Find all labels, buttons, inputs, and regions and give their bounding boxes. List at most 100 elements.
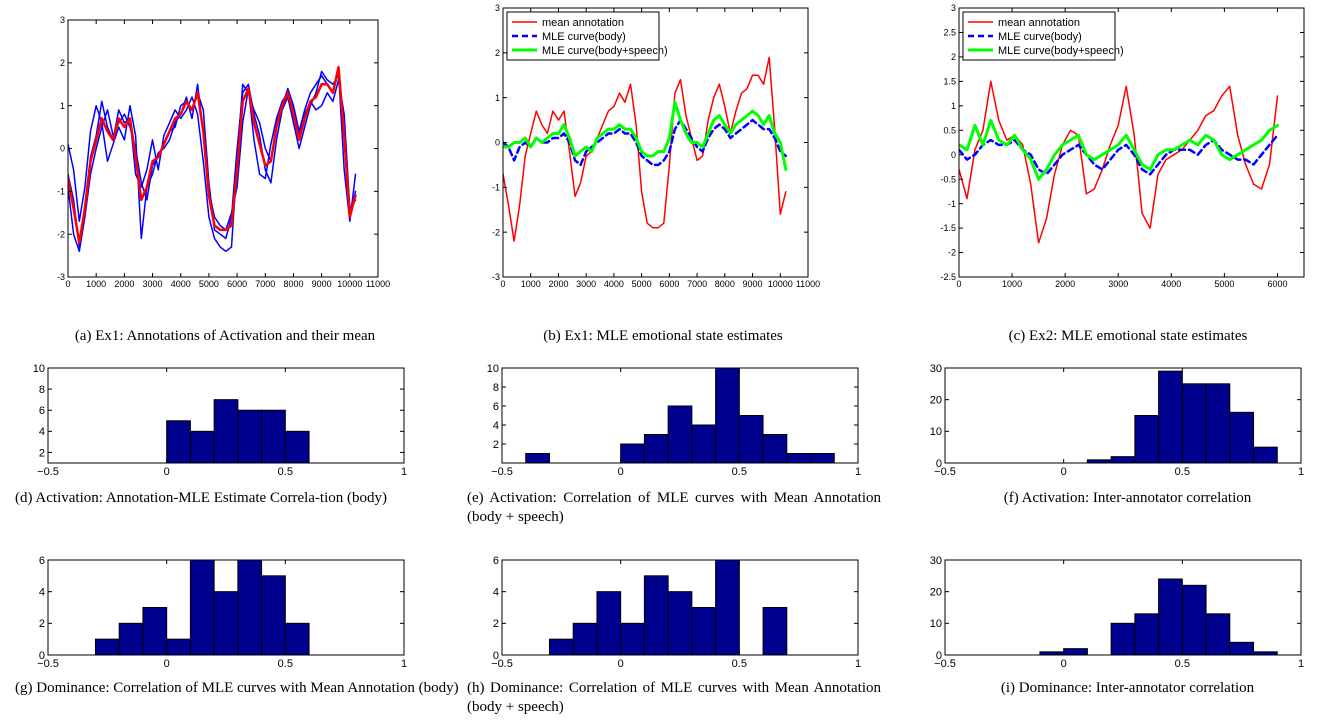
x-tick-label: 3000 (1108, 279, 1128, 289)
x-tick-label: 8000 (715, 279, 735, 289)
bar-5 (1181, 584, 1207, 655)
x-tick-label: 0 (618, 466, 624, 478)
bar-1 (1063, 648, 1088, 655)
bar-4 (261, 409, 286, 463)
y-tick-label: 1 (951, 101, 956, 111)
bar-9 (810, 453, 835, 463)
series-line-2 (503, 100, 788, 171)
x-tick-label: 1000 (1002, 279, 1022, 289)
data-layer (959, 80, 1279, 244)
x-tick-label: 2000 (1055, 279, 1075, 289)
y-tick-label: 2 (951, 52, 956, 62)
y-tick-label: 8 (493, 382, 499, 394)
x-tick-label: 5000 (632, 279, 652, 289)
y-tick-label: -3 (492, 272, 500, 282)
bar-0 (1039, 651, 1065, 655)
y-tick-label: -2 (57, 229, 65, 239)
plot-area (502, 560, 858, 655)
x-tick-label: 0.5 (732, 466, 747, 478)
legend-label: mean annotation (542, 17, 624, 29)
y-tick-label: 2 (493, 439, 499, 451)
y-tick-label: 4 (39, 426, 45, 438)
y-tick-label: 2.5 (943, 28, 956, 38)
x-tick-label: 1 (401, 658, 407, 670)
y-tick-label: 6 (39, 405, 45, 417)
x-tick-label: 1 (1298, 466, 1304, 478)
bar-4 (1181, 383, 1207, 463)
series-line-1 (959, 133, 1279, 176)
plot-area (945, 368, 1301, 463)
bar-6 (1229, 411, 1255, 463)
y-tick-label: 6 (493, 555, 499, 567)
bar-1 (118, 622, 144, 655)
bar-7 (1229, 641, 1255, 655)
bar-3 (237, 409, 263, 463)
x-tick-label: 4000 (1161, 279, 1181, 289)
y-tick-label: 0.5 (943, 125, 956, 135)
data-layer (525, 368, 835, 463)
series-line-0 (68, 70, 357, 253)
bar-6 (738, 415, 764, 463)
series-line-2 (68, 70, 357, 253)
bar-3 (1134, 613, 1160, 655)
axes-frame (502, 7, 809, 278)
x-tick-label: 3000 (143, 279, 163, 289)
series-line-0 (959, 80, 1279, 244)
bar-8 (762, 607, 788, 655)
y-tick-label: 1.5 (943, 77, 956, 87)
y-tick-label: 6 (493, 401, 499, 413)
y-tick-label: 20 (930, 587, 942, 599)
x-tick-label: 9000 (312, 279, 332, 289)
x-tick-label: −0.5 (37, 658, 59, 670)
x-tick-label: 0 (65, 279, 70, 289)
plot-area (503, 8, 808, 277)
caption-h: (h) Dominance: Correlation of MLE curves… (467, 680, 881, 715)
bar-5 (667, 591, 693, 655)
x-tick-label: 10000 (768, 279, 793, 289)
bar-8 (1253, 651, 1278, 655)
x-tick-label: 9000 (743, 279, 763, 289)
bar-2 (1110, 622, 1136, 655)
y-tick-label: -1 (492, 182, 500, 192)
bar-7 (261, 575, 286, 655)
y-tick-label: 0 (495, 138, 500, 148)
y-tick-label: 10 (930, 426, 942, 438)
y-tick-label: 0 (936, 458, 942, 470)
y-tick-label: 0 (936, 650, 942, 662)
legend-label: mean annotation (998, 17, 1080, 29)
x-tick-label: 1 (401, 466, 407, 478)
bar-3 (620, 622, 645, 655)
bar-1 (620, 443, 645, 463)
data-layer (68, 65, 357, 253)
series-line-1 (68, 79, 357, 240)
caption-i: (i) Dominance: Inter-annotator correlati… (1000, 680, 1255, 696)
x-tick-label: −0.5 (491, 466, 513, 478)
y-tick-label: 0 (951, 150, 956, 160)
x-tick-label: 10000 (337, 279, 362, 289)
x-tick-label: 0 (1061, 466, 1067, 478)
y-tick-label: 0 (493, 650, 499, 662)
bar-1 (1110, 456, 1136, 463)
axes-frame (501, 559, 859, 656)
bar-2 (213, 399, 239, 463)
x-tick-label: 0.5 (732, 658, 747, 670)
y-tick-label: -1 (948, 199, 956, 209)
x-tick-label: 6000 (1267, 279, 1287, 289)
x-tick-label: 0.5 (1175, 466, 1190, 478)
y-tick-label: 30 (930, 555, 942, 567)
y-tick-label: 4 (493, 420, 499, 432)
caption-f: (f) Activation: Inter-annotator correlat… (1003, 490, 1252, 506)
bar-5 (715, 368, 740, 463)
x-tick-label: −0.5 (934, 658, 956, 670)
x-tick-label: 7000 (687, 279, 707, 289)
bar-6 (691, 607, 717, 655)
plot-area (945, 560, 1301, 655)
y-tick-label: 20 (930, 395, 942, 407)
y-tick-label: 1 (60, 101, 65, 111)
bar-6 (237, 560, 263, 655)
